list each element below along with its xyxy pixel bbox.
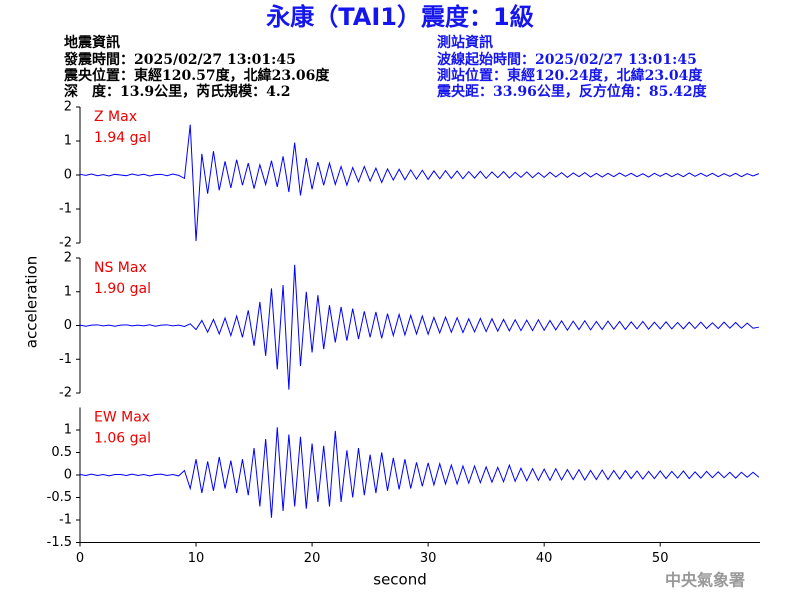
waveform xyxy=(79,124,760,241)
y-tick-label: 0 xyxy=(64,318,72,333)
annotation: NS Max xyxy=(94,260,147,276)
y-tick-label: 1 xyxy=(64,284,72,299)
y-tick-label: -0.5 xyxy=(47,490,72,505)
y-axis-label: acceleration xyxy=(23,256,41,348)
info-right: 波線起始時間：2025/02/27 13:01:45 xyxy=(437,51,697,68)
info-right: 測站資訊 xyxy=(437,34,493,51)
info-left: 深 度：13.9公里，芮氏規模：4.2 xyxy=(64,83,290,100)
annotation: EW Max xyxy=(94,410,150,426)
y-tick-label: 2 xyxy=(64,251,72,266)
x-axis-label: second xyxy=(373,571,427,589)
x-tick-label: 20 xyxy=(304,551,321,566)
info-right: 測站位置：東經120.24度，北緯23.04度 xyxy=(437,67,703,84)
annotation: 1.06 gal xyxy=(94,431,151,447)
y-tick-label: 0 xyxy=(64,468,72,483)
y-tick-label: -1 xyxy=(59,202,72,217)
annotation: 1.90 gal xyxy=(94,281,151,297)
waveform xyxy=(79,264,759,390)
y-tick-label: 0.5 xyxy=(51,445,72,460)
y-tick-label: 2 xyxy=(64,100,72,115)
waveform xyxy=(79,427,760,518)
info-left: 震央位置：東經120.57度，北緯23.06度 xyxy=(63,67,330,84)
x-tick-label: 0 xyxy=(76,551,84,566)
annotation: Z Max xyxy=(94,109,137,125)
info-left: 發震時間：2025/02/27 13:01:45 xyxy=(63,51,296,68)
x-tick-label: 10 xyxy=(188,551,205,566)
x-tick-label: 50 xyxy=(652,551,669,566)
y-tick-label: -1 xyxy=(59,352,72,367)
y-tick-label: -1.5 xyxy=(47,535,72,550)
info-left: 地震資訊 xyxy=(64,34,120,51)
y-tick-label: -1 xyxy=(59,513,72,528)
y-tick-label: 1 xyxy=(64,134,72,149)
y-tick-label: 0 xyxy=(64,168,72,183)
info-right: 震央距：33.96公里，反方位角：85.42度 xyxy=(436,83,708,100)
watermark: 中央氣象署 xyxy=(665,571,745,590)
title: 永康（TAI1）震度：1級 xyxy=(266,3,533,31)
x-tick-label: 30 xyxy=(420,551,437,566)
y-tick-label: -2 xyxy=(59,236,72,251)
y-tick-label: 1 xyxy=(64,423,72,438)
x-tick-label: 40 xyxy=(536,551,553,566)
annotation: 1.94 gal xyxy=(94,130,151,146)
y-tick-label: -2 xyxy=(59,386,72,401)
